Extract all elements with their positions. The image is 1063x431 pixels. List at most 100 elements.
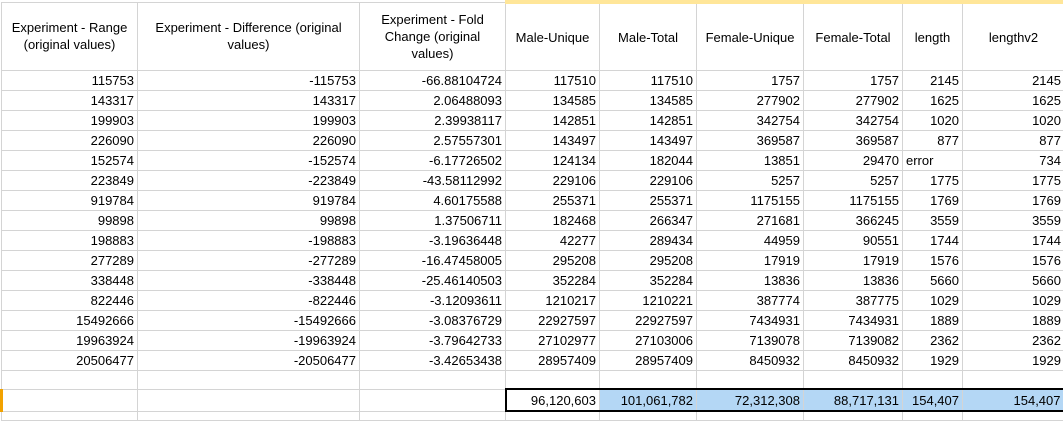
empty-cell[interactable]: [696, 370, 804, 390]
table-cell[interactable]: 277289: [1, 250, 138, 271]
table-cell[interactable]: 7139082: [803, 330, 903, 351]
empty-cell[interactable]: [505, 370, 600, 390]
empty-cell[interactable]: [359, 410, 506, 421]
table-cell[interactable]: -20506477: [137, 350, 360, 371]
table-cell[interactable]: -277289: [137, 250, 360, 271]
table-cell[interactable]: 1769: [962, 190, 1063, 211]
table-cell[interactable]: 27103006: [599, 330, 697, 351]
table-cell[interactable]: 152574: [1, 150, 138, 171]
table-cell[interactable]: 99898: [1, 210, 138, 231]
table-cell[interactable]: 295208: [599, 250, 697, 271]
table-cell[interactable]: 289434: [599, 230, 697, 251]
table-cell[interactable]: 17919: [696, 250, 804, 271]
table-cell[interactable]: 5257: [696, 170, 804, 191]
table-cell[interactable]: -822446: [137, 290, 360, 311]
table-cell[interactable]: 143317: [137, 90, 360, 111]
table-cell[interactable]: error: [902, 150, 963, 171]
total-cell[interactable]: 154,407: [902, 388, 963, 412]
table-cell[interactable]: 142851: [599, 110, 697, 131]
empty-cell[interactable]: [505, 410, 600, 421]
table-cell[interactable]: 27102977: [505, 330, 600, 351]
column-header[interactable]: Experiment - Range (original values): [1, 1, 138, 71]
empty-cell[interactable]: [137, 370, 360, 390]
table-cell[interactable]: 2.57557301: [359, 130, 506, 151]
empty-cell[interactable]: [137, 388, 360, 412]
table-cell[interactable]: 919784: [137, 190, 360, 211]
column-header[interactable]: Female-Total: [803, 0, 903, 71]
table-cell[interactable]: 134585: [599, 90, 697, 111]
table-cell[interactable]: 387774: [696, 290, 804, 311]
table-cell[interactable]: 1576: [902, 250, 963, 271]
table-cell[interactable]: 143497: [599, 130, 697, 151]
table-cell[interactable]: -6.17726502: [359, 150, 506, 171]
table-cell[interactable]: 877: [962, 130, 1063, 151]
table-cell[interactable]: -16.47458005: [359, 250, 506, 271]
table-cell[interactable]: -3.12093611: [359, 290, 506, 311]
empty-cell[interactable]: [359, 388, 506, 412]
table-cell[interactable]: 15492666: [1, 310, 138, 331]
table-cell[interactable]: -66.88104724: [359, 70, 506, 91]
table-cell[interactable]: 226090: [137, 130, 360, 151]
table-cell[interactable]: 1757: [696, 70, 804, 91]
empty-cell[interactable]: [902, 370, 963, 390]
table-cell[interactable]: -15492666: [137, 310, 360, 331]
table-cell[interactable]: 1744: [902, 230, 963, 251]
table-cell[interactable]: -223849: [137, 170, 360, 191]
table-cell[interactable]: 199903: [1, 110, 138, 131]
table-cell[interactable]: 117510: [505, 70, 600, 91]
table-cell[interactable]: 338448: [1, 270, 138, 291]
table-cell[interactable]: 2362: [962, 330, 1063, 351]
table-cell[interactable]: 3559: [902, 210, 963, 231]
table-cell[interactable]: 366245: [803, 210, 903, 231]
table-cell[interactable]: 28957409: [599, 350, 697, 371]
column-header[interactable]: lengthv2: [962, 0, 1063, 71]
table-cell[interactable]: -115753: [137, 70, 360, 91]
table-cell[interactable]: 255371: [599, 190, 697, 211]
table-cell[interactable]: 255371: [505, 190, 600, 211]
table-cell[interactable]: -3.08376729: [359, 310, 506, 331]
table-cell[interactable]: 369587: [696, 130, 804, 151]
table-cell[interactable]: 369587: [803, 130, 903, 151]
table-cell[interactable]: 44959: [696, 230, 804, 251]
total-cell[interactable]: 154,407: [962, 388, 1063, 412]
column-header[interactable]: Male-Unique: [505, 0, 600, 71]
table-cell[interactable]: 877: [902, 130, 963, 151]
table-cell[interactable]: 295208: [505, 250, 600, 271]
empty-cell[interactable]: [803, 410, 903, 421]
table-cell[interactable]: 142851: [505, 110, 600, 131]
table-cell[interactable]: 277902: [696, 90, 804, 111]
table-cell[interactable]: 1769: [902, 190, 963, 211]
empty-cell[interactable]: [359, 370, 506, 390]
empty-cell[interactable]: [0, 388, 138, 412]
table-cell[interactable]: 5660: [902, 270, 963, 291]
table-cell[interactable]: 4.60175588: [359, 190, 506, 211]
table-cell[interactable]: 13851: [696, 150, 804, 171]
column-header[interactable]: Experiment - Difference (original values…: [137, 1, 360, 71]
column-header[interactable]: Male-Total: [599, 0, 697, 71]
table-cell[interactable]: 7139078: [696, 330, 804, 351]
table-cell[interactable]: -43.58112992: [359, 170, 506, 191]
table-cell[interactable]: 1020: [962, 110, 1063, 131]
table-cell[interactable]: 99898: [137, 210, 360, 231]
table-cell[interactable]: 7434931: [696, 310, 804, 331]
table-cell[interactable]: -25.46140503: [359, 270, 506, 291]
table-cell[interactable]: 342754: [803, 110, 903, 131]
table-cell[interactable]: 5660: [962, 270, 1063, 291]
total-cell[interactable]: 96,120,603: [504, 388, 600, 412]
table-cell[interactable]: 7434931: [803, 310, 903, 331]
table-cell[interactable]: 182044: [599, 150, 697, 171]
total-cell[interactable]: 101,061,782: [599, 388, 697, 412]
table-cell[interactable]: 3559: [962, 210, 1063, 231]
table-cell[interactable]: -338448: [137, 270, 360, 291]
table-cell[interactable]: -152574: [137, 150, 360, 171]
empty-cell[interactable]: [1, 410, 138, 421]
table-cell[interactable]: 1175155: [696, 190, 804, 211]
table-cell[interactable]: 20506477: [1, 350, 138, 371]
table-cell[interactable]: 229106: [505, 170, 600, 191]
table-cell[interactable]: 822446: [1, 290, 138, 311]
table-cell[interactable]: 29470: [803, 150, 903, 171]
empty-cell[interactable]: [803, 370, 903, 390]
table-cell[interactable]: 134585: [505, 90, 600, 111]
table-cell[interactable]: 5257: [803, 170, 903, 191]
table-cell[interactable]: 199903: [137, 110, 360, 131]
